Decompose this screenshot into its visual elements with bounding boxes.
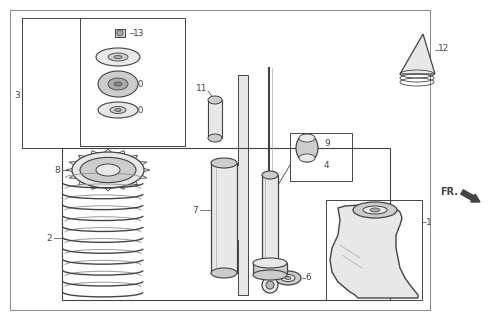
Text: 10: 10 [133, 79, 144, 89]
Ellipse shape [253, 270, 287, 280]
Ellipse shape [117, 30, 123, 36]
Ellipse shape [262, 277, 278, 293]
Ellipse shape [115, 108, 121, 111]
Ellipse shape [98, 102, 138, 118]
Bar [253, 263, 287, 275]
Text: 13: 13 [133, 28, 144, 37]
Text: 6: 6 [305, 274, 311, 283]
Ellipse shape [363, 206, 387, 214]
Ellipse shape [80, 157, 136, 183]
Bar [211, 163, 237, 273]
Ellipse shape [281, 275, 295, 282]
Text: 9: 9 [324, 139, 330, 148]
Text: 3: 3 [14, 91, 20, 100]
Ellipse shape [114, 82, 122, 86]
Bar [208, 100, 222, 138]
Ellipse shape [208, 134, 222, 142]
Bar [62, 148, 390, 300]
Ellipse shape [96, 164, 120, 176]
Ellipse shape [262, 261, 278, 269]
Text: FR.: FR. [440, 187, 458, 197]
Ellipse shape [72, 152, 144, 188]
Ellipse shape [208, 96, 222, 104]
Ellipse shape [110, 107, 126, 114]
Polygon shape [330, 205, 418, 298]
Text: 11: 11 [195, 84, 207, 92]
Ellipse shape [211, 268, 237, 278]
Ellipse shape [299, 134, 315, 142]
Ellipse shape [275, 271, 301, 285]
Ellipse shape [108, 53, 128, 61]
Text: 4: 4 [324, 161, 329, 170]
Bar [80, 18, 185, 146]
Ellipse shape [266, 281, 274, 289]
Ellipse shape [253, 258, 287, 268]
Text: 7: 7 [192, 205, 198, 214]
Text: 10: 10 [133, 106, 144, 115]
FancyArrow shape [461, 190, 480, 202]
Ellipse shape [262, 171, 278, 179]
Polygon shape [115, 29, 125, 37]
Bar [10, 10, 430, 310]
Ellipse shape [296, 134, 318, 162]
Ellipse shape [211, 158, 237, 168]
Ellipse shape [114, 55, 122, 59]
Polygon shape [234, 75, 248, 295]
Bar [326, 200, 422, 300]
Ellipse shape [299, 154, 315, 162]
Polygon shape [400, 34, 435, 74]
Bar [290, 133, 352, 181]
Ellipse shape [98, 71, 138, 97]
Text: 1: 1 [426, 218, 432, 227]
Bar [262, 175, 278, 265]
Ellipse shape [108, 78, 128, 90]
Text: 8: 8 [54, 165, 60, 174]
Text: 5: 5 [133, 52, 139, 61]
Ellipse shape [285, 276, 291, 279]
Ellipse shape [96, 48, 140, 66]
Ellipse shape [353, 202, 397, 218]
Ellipse shape [370, 208, 380, 212]
Text: 12: 12 [438, 44, 449, 52]
Text: 2: 2 [46, 234, 52, 243]
